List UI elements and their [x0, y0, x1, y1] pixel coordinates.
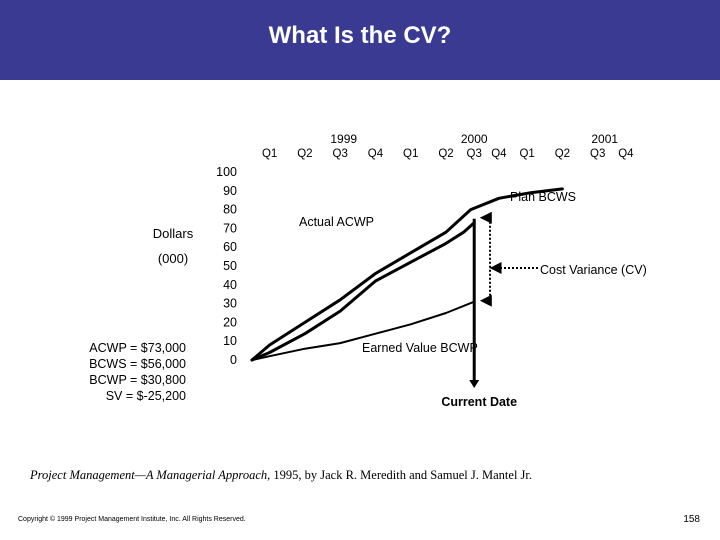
year-label-1: 2000 [461, 132, 488, 146]
summary-block: ACWP = $73,000 BCWS = $56,000 BCWP = $30… [40, 340, 186, 404]
quarter-label-9: Q2 [555, 148, 570, 160]
slide-title: What Is the CV? [268, 22, 452, 49]
quarter-label-6: Q3 [467, 148, 482, 160]
summary-acwp: ACWP = $73,000 [89, 341, 186, 355]
y-tick-label-0: 0 [230, 353, 237, 367]
y-tick-label-60: 60 [223, 240, 237, 254]
y-tick-label-10: 10 [223, 334, 237, 348]
y-tick-label-70: 70 [223, 221, 237, 235]
y-tick-label-90: 90 [223, 184, 237, 198]
citation: Project Management—A Managerial Approach… [30, 468, 532, 483]
earned-value-bcwp-line [251, 300, 476, 361]
year-label-0: 1999 [330, 132, 357, 146]
cost-variance-label: Cost Variance (CV) [540, 263, 647, 277]
y-axis-label-line2: (000) [157, 251, 189, 266]
year-label-2: 2001 [591, 132, 618, 146]
quarter-label-8: Q1 [519, 148, 534, 160]
plan-bcws-label: Plan BCWS [510, 190, 576, 204]
y-tick-label-50: 50 [223, 259, 237, 273]
y-tick-label-20: 20 [223, 315, 237, 329]
quarter-label-1: Q2 [297, 148, 312, 160]
quarter-label-2: Q3 [333, 148, 348, 160]
y-axis-label-line1: Dollars [152, 226, 194, 241]
y-tick-label-30: 30 [223, 297, 237, 311]
quarter-label-5: Q2 [438, 148, 453, 160]
current-date-label: Current Date [441, 395, 517, 409]
y-tick-label-100: 100 [216, 165, 237, 179]
quarter-label-7: Q4 [491, 148, 507, 160]
summary-bcwp: BCWP = $30,800 [89, 373, 186, 387]
quarter-label-11: Q4 [618, 148, 634, 160]
title-bar [0, 0, 720, 80]
y-tick-label-40: 40 [223, 278, 237, 292]
actual-acwp-label: Actual ACWP [299, 215, 374, 229]
quarter-label-4: Q1 [403, 148, 418, 160]
quarter-label-3: Q4 [368, 148, 384, 160]
actual-acwp-line [250, 221, 476, 362]
plan-bcws-line [250, 187, 564, 362]
citation-rest: 1995, by Jack R. Meredith and Samuel J. … [270, 468, 533, 482]
quarter-label-0: Q1 [262, 148, 277, 160]
citation-title: Project Management—A Managerial Approach… [30, 468, 271, 482]
quarter-label-10: Q3 [590, 148, 605, 160]
copyright-notice: Copyright © 1999 Project Management Inst… [18, 516, 246, 523]
earned-value-bcwp-label: Earned Value BCWP [362, 341, 478, 355]
y-tick-label-80: 80 [223, 203, 237, 217]
page-number: 158 [683, 514, 700, 525]
summary-bcws: BCWS = $56,000 [89, 357, 186, 371]
summary-sv: SV = $-25,200 [105, 389, 186, 403]
current-date-arrowhead [469, 380, 480, 388]
